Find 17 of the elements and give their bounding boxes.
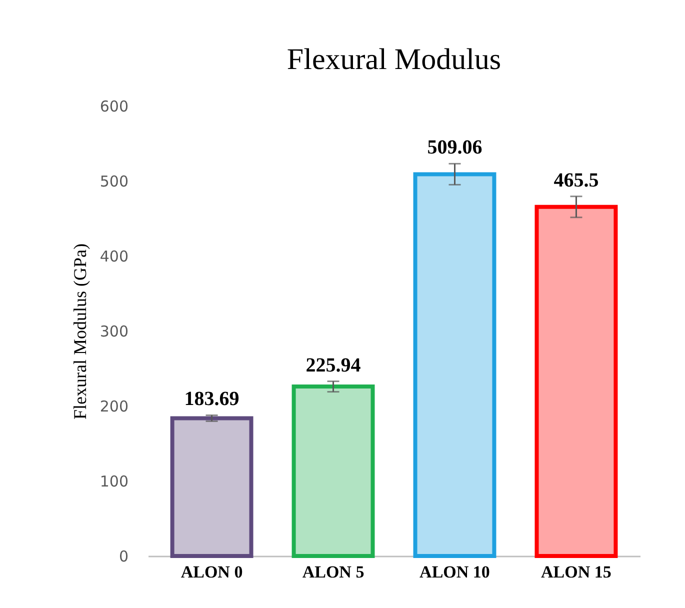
y-tick-label: 0: [118, 548, 128, 566]
data-label: 183.69: [184, 388, 240, 410]
x-tick-label: ALON 5: [302, 562, 364, 582]
y-tick-label: 200: [100, 398, 128, 416]
y-tick-label: 600: [100, 98, 128, 116]
x-tick-label: ALON 10: [420, 562, 490, 582]
y-axis-title: Flexural Modulus (GPa): [70, 244, 90, 420]
data-label: 225.94: [306, 354, 361, 376]
data-label: 509.06: [427, 136, 482, 159]
y-tick-label: 500: [100, 172, 128, 190]
y-tick-label: 400: [100, 248, 128, 266]
x-tick-label: ALON 15: [541, 562, 612, 582]
y-tick-label: 300: [100, 322, 128, 340]
y-tick-label: 100: [100, 472, 128, 490]
x-tick-label: ALON 0: [180, 562, 243, 582]
chart-title: Flexural Modulus: [286, 43, 502, 76]
data-label: 465.5: [554, 169, 599, 192]
